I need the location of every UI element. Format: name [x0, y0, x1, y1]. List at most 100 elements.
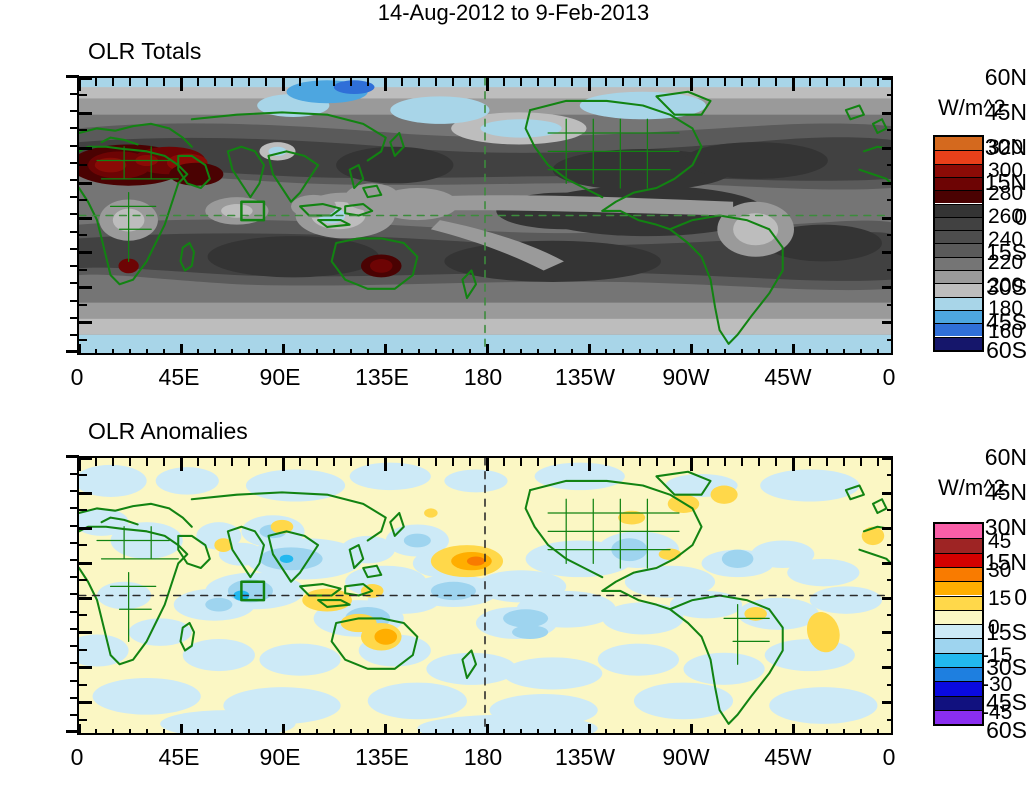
xtick-mark: [214, 349, 216, 353]
colorbar-band: [935, 243, 982, 257]
xtick-mark: [707, 729, 709, 733]
xtick-mark: [180, 344, 183, 353]
xtick-mark: [265, 458, 267, 466]
ytick-mark: [887, 509, 891, 511]
ytick-mark-45s-anom: [70, 697, 79, 699]
xtick-label-90w-anom: 90W: [662, 744, 710, 770]
xtick-mark: [299, 349, 301, 353]
ytick-label-15s: 15S: [986, 239, 1027, 265]
ytick-mark-45s: [70, 317, 79, 319]
xtick-mark: [877, 349, 879, 353]
colorbar-band: [935, 566, 982, 582]
xtick-mark: [469, 458, 471, 466]
xtick-mark: [435, 458, 437, 466]
colorbar-band: [935, 524, 982, 539]
xtick-mark: [792, 78, 795, 91]
colorbar-tick-300: 300: [988, 159, 1024, 182]
xtick-mark: [231, 78, 233, 86]
colorbar-olr-anomalies[interactable]: [933, 522, 984, 726]
ytick-label-45s: 45S: [986, 309, 1027, 335]
xtick-mark: [758, 78, 760, 86]
colorbar-band: [935, 176, 982, 191]
ytick-mark: [887, 719, 891, 721]
xtick-mark: [809, 458, 811, 466]
xtick-mark: [690, 344, 693, 353]
ytick-mark: [887, 684, 891, 686]
colorbar-tick-260: 260: [988, 205, 1024, 228]
ytick-mark-30n: [70, 145, 79, 147]
xtick-mark: [367, 349, 369, 353]
map-olr-totals[interactable]: [77, 76, 893, 355]
ytick-mark-38n-anom: [70, 507, 79, 509]
xtick-mark: [792, 344, 795, 353]
colorbar-tick-280: 280: [988, 182, 1024, 205]
xtick-mark: [639, 349, 641, 353]
xtick-mark: [129, 349, 131, 353]
xtick-mark: [724, 78, 726, 86]
xtick-mark: [707, 78, 709, 86]
ytick-mark-15s-anom: [70, 628, 79, 630]
xtick-mark: [503, 78, 505, 86]
xtick-mark: [333, 349, 335, 353]
panel-title-olr-anomalies: OLR Anomalies: [88, 418, 248, 444]
ytick-mark: [882, 182, 891, 185]
xtick-mark: [418, 729, 420, 733]
colorbar-band: [935, 309, 982, 324]
ytick-mark: [79, 182, 92, 185]
xtick-mark: [707, 458, 709, 466]
ytick-label-30s: 30S: [986, 274, 1027, 300]
ytick-mark-8s-anom: [70, 611, 79, 613]
ytick-mark-30n-anom: [70, 525, 79, 527]
xtick-mark: [146, 78, 148, 86]
xtick-mark: [129, 458, 131, 466]
ytick-label-30s-anom: 30S: [986, 654, 1027, 680]
colorbar-olr-totals[interactable]: [933, 135, 984, 352]
xtick-mark: [843, 729, 845, 733]
map-svg-olr-anomalies: [79, 458, 891, 733]
xtick-mark: [384, 78, 387, 91]
ytick-mark: [79, 719, 87, 721]
map-olr-anomalies[interactable]: [77, 456, 893, 735]
xtick-mark: [163, 349, 165, 353]
xtick-mark: [486, 724, 489, 733]
xtick-mark: [588, 344, 591, 353]
colorbar-tick-30: 30: [988, 559, 1012, 582]
colorbar-tick-15: 15: [988, 587, 1012, 610]
ytick-mark: [79, 129, 87, 131]
colorbar-band: [935, 216, 982, 231]
xtick-mark: [503, 349, 505, 353]
xtick-mark: [180, 724, 183, 733]
xtick-mark: [690, 458, 693, 471]
ytick-label-60s-anom: 60S: [986, 717, 1027, 743]
ytick-mark-53s: [70, 334, 79, 336]
colorbar-band: [935, 667, 982, 682]
xtick-mark: [554, 349, 556, 353]
colorbar-band: [935, 256, 982, 270]
xtick-mark: [673, 349, 675, 353]
xtick-mark: [95, 458, 97, 466]
xtick-mark: [843, 78, 845, 86]
ytick-mark-60n: [66, 75, 79, 78]
xtick-mark: [248, 78, 250, 86]
xtick-mark: [571, 349, 573, 353]
ytick-label-45n: 45N: [984, 99, 1027, 125]
xtick-mark: [163, 458, 165, 466]
xtick-mark: [112, 349, 114, 353]
xtick-mark: [843, 458, 845, 466]
xtick-mark: [350, 729, 352, 733]
xtick-mark: [112, 729, 114, 733]
xtick-mark: [622, 458, 624, 466]
xtick-mark: [418, 78, 420, 86]
xtick-mark: [384, 458, 387, 471]
ytick-mark-53n-anom: [70, 473, 79, 475]
xtick-mark: [639, 729, 641, 733]
ytick-mark: [887, 339, 891, 341]
xtick-mark: [299, 458, 301, 466]
ytick-mark-15s: [70, 248, 79, 250]
xtick-mark: [163, 729, 165, 733]
ytick-mark: [887, 129, 891, 131]
ytick-mark: [887, 649, 891, 651]
xtick-mark: [231, 458, 233, 466]
xtick-mark: [537, 729, 539, 733]
xtick-mark: [775, 729, 777, 733]
